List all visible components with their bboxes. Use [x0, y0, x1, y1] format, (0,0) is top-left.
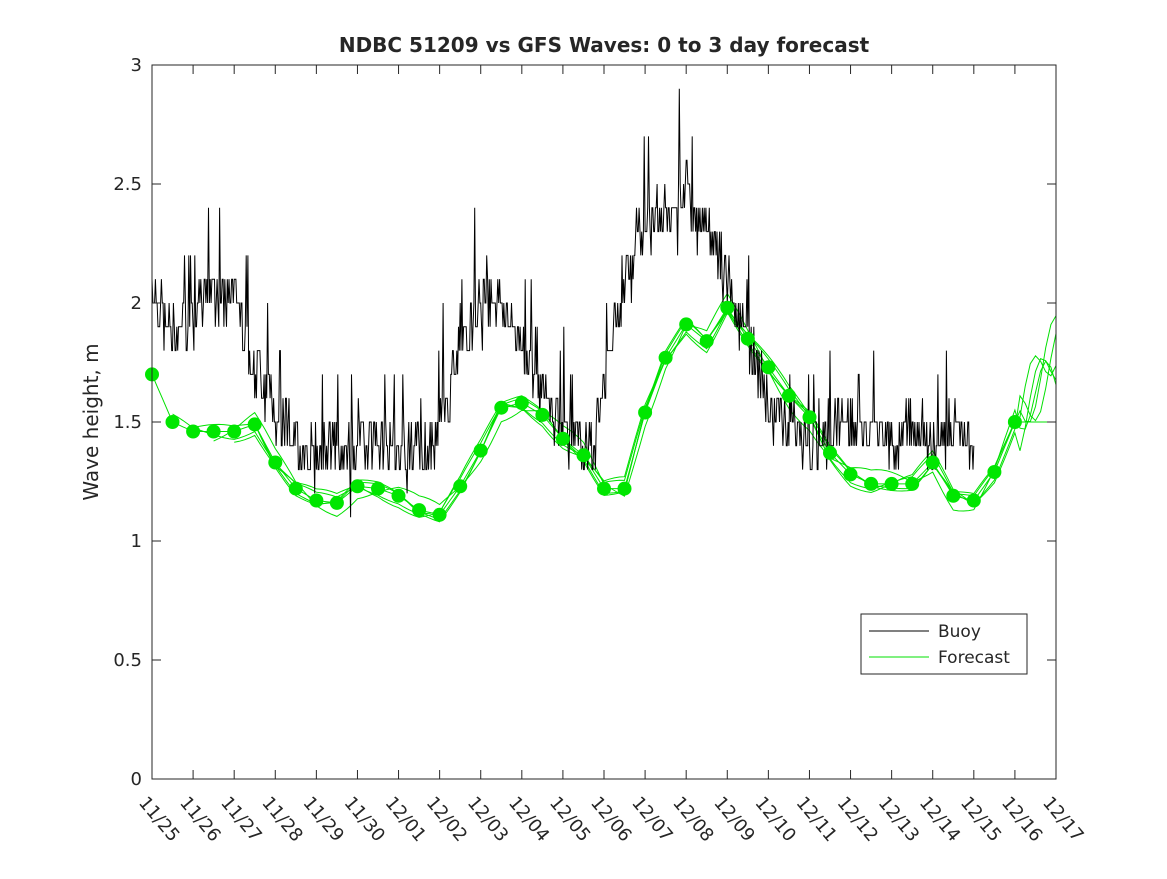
forecast-point: [802, 410, 817, 425]
forecast-point: [473, 443, 488, 458]
forecast-point: [535, 407, 550, 422]
forecast-point: [288, 481, 303, 496]
forecast-point: [740, 331, 755, 346]
forecast-point: [371, 481, 385, 496]
forecast-line: [172, 309, 1057, 515]
forecast-point: [925, 455, 940, 470]
buoy-line: [151, 88, 975, 518]
forecast-point: [186, 424, 201, 439]
y-tick-label: 0.5: [113, 650, 142, 671]
forecast-point: [597, 481, 611, 496]
legend-buoy-label: Buoy: [938, 622, 981, 642]
forecast-point: [494, 400, 509, 415]
chart-title: NDBC 51209 vs GFS Waves: 0 to 3 day fore…: [339, 33, 870, 57]
forecast-point: [165, 415, 180, 429]
forecast-point: [391, 488, 406, 503]
forecast-point: [823, 445, 837, 460]
forecast-point: [329, 495, 344, 510]
forecast-point: [350, 479, 365, 494]
forecast-point: [514, 396, 529, 410]
forecast-point: [843, 467, 858, 482]
forecast-point: [658, 350, 673, 365]
y-tick-label: 1.5: [113, 412, 142, 433]
y-tick-label: 2: [131, 293, 142, 314]
buoy-layer: [151, 88, 975, 518]
forecast-point: [761, 360, 776, 375]
forecast-point: [227, 424, 242, 439]
forecast-marker-layer: [145, 300, 1022, 522]
y-axis: 0 0.5 1 1.5 2 2.5 3: [113, 55, 1056, 790]
forecast-point: [720, 300, 735, 315]
y-tick-label: 1: [131, 531, 142, 552]
forecast-point: [309, 493, 324, 508]
forecast-point: [206, 424, 221, 439]
forecast-line: [254, 309, 1057, 520]
forecast-point: [864, 476, 879, 491]
forecast-point: [453, 479, 468, 494]
forecast-point: [884, 476, 899, 491]
forecast-point: [679, 317, 694, 332]
forecast-point: [946, 488, 961, 503]
forecast-line: [234, 312, 1057, 518]
forecast-point: [966, 493, 981, 508]
forecast-point: [617, 481, 632, 496]
forecast-point: [412, 503, 427, 518]
forecast-point: [987, 465, 1002, 479]
forecast-point: [1007, 415, 1022, 429]
forecast-point: [555, 431, 570, 446]
y-tick-label: 3: [131, 55, 142, 76]
forecast-point: [576, 448, 591, 463]
y-tick-label: 2.5: [113, 174, 142, 195]
forecast-point: [781, 388, 796, 403]
y-axis-label: Wave height, m: [79, 343, 103, 500]
y-tick-label: 0: [131, 769, 142, 790]
legend: Buoy Forecast: [860, 613, 1028, 675]
forecast-point: [247, 417, 262, 432]
forecast-point: [699, 334, 714, 349]
forecast-point: [638, 405, 653, 420]
legend-box: [860, 613, 1028, 675]
forecast-point: [432, 507, 447, 522]
forecast-point: [905, 476, 920, 491]
forecast-point: [268, 455, 283, 470]
legend-forecast-label: Forecast: [938, 648, 1010, 668]
